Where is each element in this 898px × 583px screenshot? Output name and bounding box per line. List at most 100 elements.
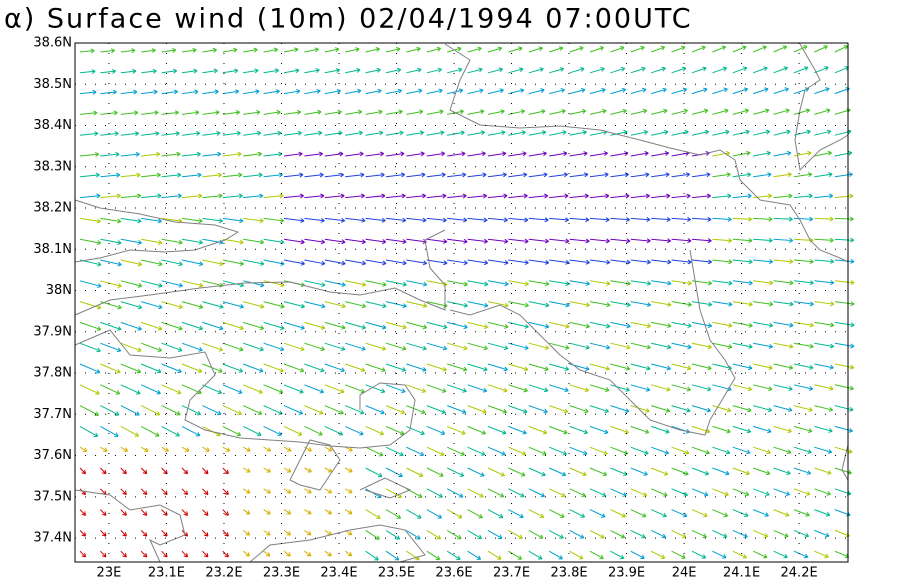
wind-arrow xyxy=(753,342,773,349)
wind-arrow xyxy=(385,130,404,136)
wind-arrow xyxy=(753,259,774,265)
wind-arrow xyxy=(549,151,568,157)
wind-arrow xyxy=(508,46,523,53)
wind-arrow xyxy=(651,363,671,371)
wind-arrow xyxy=(140,467,148,475)
wind-arrow xyxy=(508,88,525,95)
wind-arrow xyxy=(385,109,403,115)
wind-arrow xyxy=(447,238,468,244)
wind-arrow xyxy=(161,446,169,452)
wind-arrow xyxy=(569,172,589,178)
wind-arrow xyxy=(528,46,543,53)
wind-arrow xyxy=(100,342,122,353)
wind-arrow xyxy=(141,363,162,374)
wind-arrow xyxy=(100,550,107,558)
wind-arrow xyxy=(467,172,487,178)
wind-arrow xyxy=(304,363,325,373)
wind-arrow xyxy=(385,238,407,245)
wind-arrow xyxy=(753,509,769,517)
y-tick-label: 38.5N xyxy=(33,77,72,92)
wind-arrow xyxy=(324,151,344,157)
wind-arrow xyxy=(549,384,569,393)
wind-arrow xyxy=(487,384,508,393)
wind-arrow xyxy=(446,509,463,519)
wind-arrow xyxy=(569,259,590,265)
wind-arrow xyxy=(773,425,792,434)
wind-arrow xyxy=(222,550,229,558)
y-tick-label: 38.2N xyxy=(33,201,72,216)
wind-arrow xyxy=(549,172,568,178)
wind-arrow xyxy=(141,321,163,331)
wind-arrow xyxy=(222,47,238,53)
wind-arrow xyxy=(447,259,468,266)
wind-arrow xyxy=(141,110,159,116)
wind-arrow xyxy=(263,529,271,536)
wind-arrow xyxy=(161,280,183,288)
wind-arrow xyxy=(243,47,258,53)
wind-arrow xyxy=(569,280,591,286)
wind-arrow xyxy=(732,280,753,286)
wind-arrow xyxy=(589,151,608,157)
wind-arrow xyxy=(732,45,747,53)
wind-arrow xyxy=(691,384,712,392)
wind-arrow xyxy=(304,550,312,557)
wind-arrow xyxy=(79,384,100,395)
wind-arrow xyxy=(406,172,426,178)
wind-arrow xyxy=(406,109,424,115)
wind-arrow xyxy=(508,509,524,519)
wind-arrow xyxy=(406,467,424,478)
wind-arrow xyxy=(120,238,142,245)
wind-arrow xyxy=(385,509,402,519)
wind-arrow xyxy=(753,193,772,199)
wind-arrow xyxy=(487,342,509,351)
wind-arrow xyxy=(712,66,727,74)
wind-arrow xyxy=(263,425,282,436)
wind-arrow xyxy=(610,509,626,518)
wind-arrow xyxy=(651,193,671,199)
wind-arrow xyxy=(202,172,222,178)
wind-arrow xyxy=(181,47,197,53)
wind-arrow xyxy=(651,45,666,53)
wind-arrow xyxy=(671,405,691,413)
wind-arrow xyxy=(385,550,400,561)
wind-arrow xyxy=(283,321,305,330)
wind-arrow xyxy=(671,301,692,307)
wind-arrow xyxy=(589,301,611,308)
coastline xyxy=(74,199,240,263)
wind-arrow xyxy=(324,301,346,309)
wind-arrow xyxy=(120,425,140,437)
wind-arrow xyxy=(548,550,563,560)
wind-arrow xyxy=(406,301,428,308)
wind-arrow xyxy=(141,193,162,199)
wind-arrow xyxy=(100,425,119,437)
wind-arrow xyxy=(834,446,853,454)
wind-arrow xyxy=(528,172,548,178)
wind-arrow xyxy=(487,509,504,519)
wind-arrow xyxy=(243,238,265,245)
wind-arrow xyxy=(263,68,279,74)
wind-arrow xyxy=(120,342,142,353)
wind-arrow xyxy=(120,301,143,310)
wind-arrow xyxy=(365,67,381,74)
wind-arrow xyxy=(487,446,506,456)
wind-arrow xyxy=(732,66,748,74)
wind-arrow xyxy=(467,217,488,223)
wind-arrow xyxy=(814,45,828,53)
wind-arrow xyxy=(569,67,585,74)
wind-arrow xyxy=(508,446,527,456)
wind-arrow xyxy=(222,425,242,437)
wind-arrow xyxy=(365,363,386,372)
wind-arrow xyxy=(263,550,271,557)
wind-arrow xyxy=(732,425,752,434)
wind-arrow xyxy=(222,363,244,373)
wind-arrow xyxy=(141,238,163,245)
wind-arrow xyxy=(773,45,788,53)
wind-arrow xyxy=(140,550,148,558)
wind-arrow xyxy=(712,301,733,307)
wind-arrow xyxy=(467,301,489,308)
wind-arrow xyxy=(589,467,608,477)
wind-arrow xyxy=(161,342,183,352)
wind-arrow xyxy=(283,488,292,494)
wind-arrow xyxy=(79,405,99,416)
wind-arrow xyxy=(671,87,688,95)
